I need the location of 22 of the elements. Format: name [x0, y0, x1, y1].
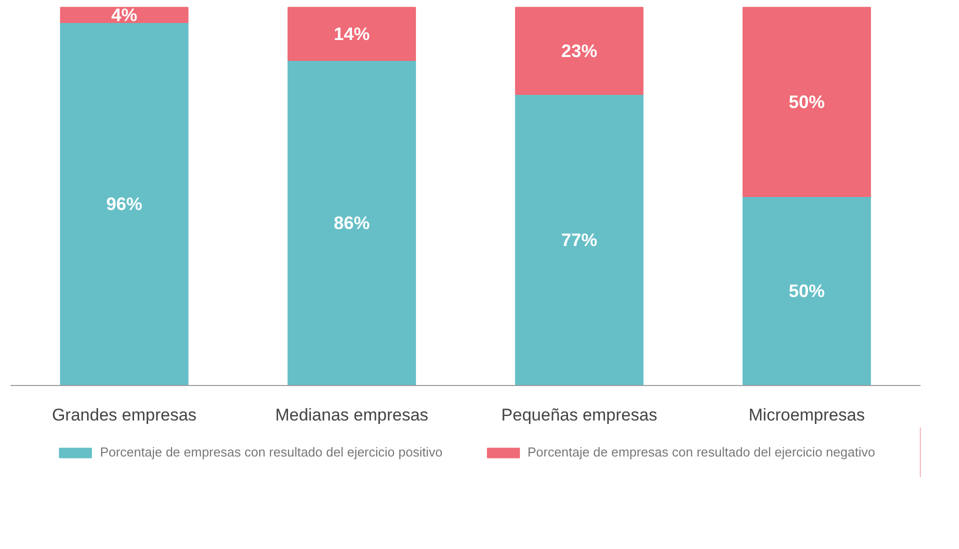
- bar: [288, 6, 416, 61]
- bar: [742, 196, 871, 386]
- data-label: 14%: [334, 24, 370, 44]
- data-label: 50%: [788, 92, 825, 112]
- data-label: 4%: [111, 4, 138, 25]
- x-tick-label: Grandes empresas: [52, 406, 197, 424]
- bar: [742, 6, 871, 197]
- x-tick-label: Pequeñas empresas: [501, 406, 658, 424]
- data-label: 23%: [561, 40, 598, 61]
- x-tick-label: Microempresas: [748, 406, 865, 424]
- x-tick-label: Medianas empresas: [275, 406, 428, 424]
- bar: [515, 6, 644, 95]
- bar: [288, 60, 416, 386]
- data-label: 77%: [561, 230, 598, 250]
- data-label: 86%: [334, 212, 370, 233]
- bar: [60, 22, 188, 386]
- data-label: 96%: [106, 194, 142, 214]
- legend-label: Porcentaje de empresas con resultado del ejercicio positivo: [100, 444, 442, 460]
- data-label: 50%: [788, 280, 825, 301]
- legend-label: Porcentaje de empresas con resultado del ejercicio negativo: [527, 444, 876, 460]
- bar: [60, 6, 188, 24]
- bar: [515, 94, 644, 386]
